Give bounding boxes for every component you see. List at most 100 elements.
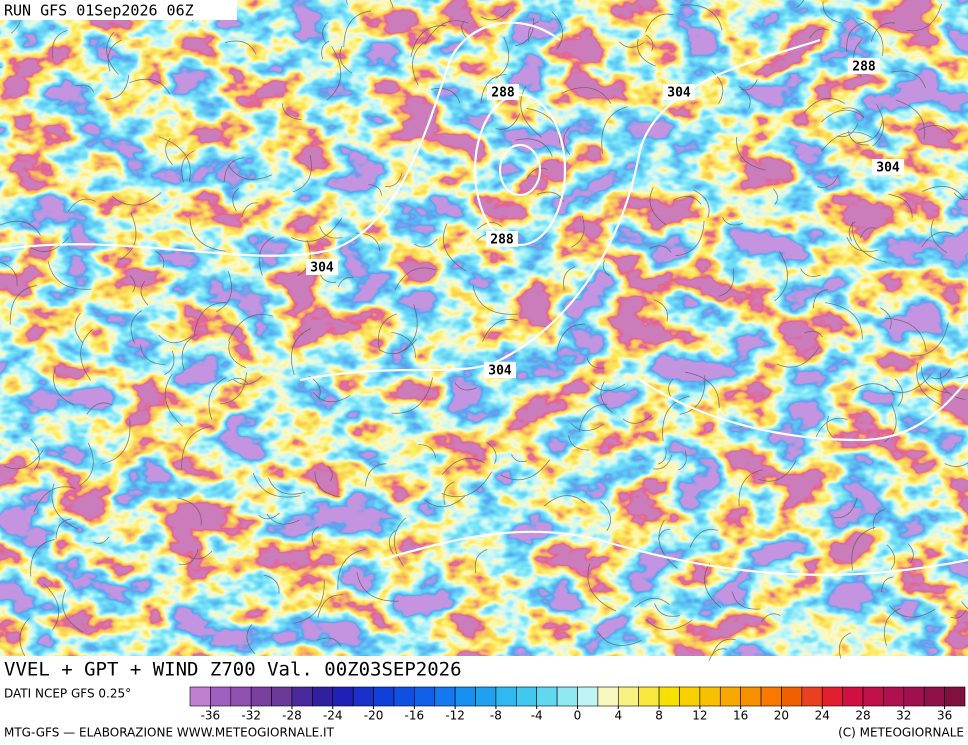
streamline bbox=[120, 212, 137, 261]
streamline bbox=[846, 236, 879, 253]
streamline bbox=[476, 222, 503, 230]
streamline bbox=[474, 549, 488, 574]
streamline bbox=[561, 87, 612, 104]
streamline bbox=[140, 280, 149, 306]
streamline bbox=[917, 125, 954, 136]
streamline bbox=[388, 530, 396, 555]
contour-label: 304 bbox=[310, 261, 334, 276]
streamline bbox=[389, 0, 394, 9]
streamline bbox=[42, 583, 60, 631]
colorbar-swatch bbox=[658, 686, 680, 707]
streamline bbox=[281, 103, 302, 120]
streamline bbox=[293, 579, 325, 624]
streamline bbox=[931, 368, 951, 380]
streamline bbox=[568, 435, 590, 451]
streamline bbox=[645, 34, 654, 52]
streamline bbox=[28, 237, 69, 252]
streamline bbox=[910, 322, 949, 357]
streamline bbox=[740, 79, 758, 91]
streamline bbox=[803, 98, 845, 113]
streamline bbox=[33, 486, 76, 513]
streamline bbox=[86, 402, 113, 415]
streamline bbox=[619, 41, 645, 48]
streamline bbox=[563, 266, 576, 290]
streamline bbox=[326, 46, 342, 101]
streamline bbox=[219, 372, 247, 405]
streamline bbox=[177, 497, 202, 526]
colorbar-swatch bbox=[271, 686, 293, 707]
colorbar-swatch bbox=[679, 686, 701, 707]
streamline bbox=[355, 232, 381, 252]
colorbar-swatch bbox=[332, 686, 354, 707]
colorbar-swatch bbox=[842, 686, 864, 707]
streamline bbox=[9, 285, 37, 325]
streamline bbox=[224, 40, 257, 55]
colorbar-swatch bbox=[760, 686, 782, 707]
footer-left: MTG-GFS — ELABORAZIONE WWW.METEOGIORNALE… bbox=[4, 726, 335, 740]
colorbar-swatch bbox=[617, 686, 639, 707]
colorbar-swatch bbox=[719, 686, 741, 707]
colorbar-tick-label: -12 bbox=[445, 709, 465, 723]
streamline bbox=[872, 104, 884, 147]
streamline bbox=[228, 314, 273, 342]
streamline bbox=[208, 377, 227, 420]
streamline bbox=[74, 312, 83, 343]
streamline bbox=[241, 202, 258, 218]
streamline bbox=[311, 525, 319, 547]
streamline bbox=[495, 36, 510, 79]
colorbar-swatch bbox=[312, 686, 334, 707]
colorbar-swatch bbox=[577, 686, 599, 707]
streamline bbox=[480, 8, 511, 21]
streamline bbox=[704, 562, 722, 609]
streamline bbox=[62, 589, 83, 633]
streamline bbox=[711, 70, 724, 104]
streamline bbox=[916, 362, 946, 408]
streamline bbox=[181, 334, 198, 371]
streamline bbox=[443, 481, 455, 506]
streamline bbox=[317, 637, 342, 647]
colorbar-tick-label: -4 bbox=[531, 709, 543, 723]
colorbar-tick-label: -36 bbox=[201, 709, 221, 723]
streamline bbox=[774, 250, 788, 302]
streamline bbox=[738, 469, 763, 506]
streamline bbox=[851, 221, 888, 263]
streamline bbox=[515, 17, 535, 47]
colorbar-swatch bbox=[210, 686, 232, 707]
colorbar: -36 -32 -28 -24 -20 -16 -12 -8 -4 0 4 8 12 16 20 24 28 32… bbox=[189, 686, 966, 723]
streamline bbox=[47, 261, 92, 290]
contour-label: 288 bbox=[491, 86, 515, 101]
streamline bbox=[851, 526, 876, 571]
streamline bbox=[228, 340, 247, 369]
streamline bbox=[393, 517, 407, 567]
streamline bbox=[645, 618, 693, 630]
streamline bbox=[441, 471, 493, 497]
streamline bbox=[587, 563, 617, 612]
streamline bbox=[600, 501, 612, 532]
streamline bbox=[658, 529, 671, 540]
streamline bbox=[891, 70, 926, 89]
streamline bbox=[602, 259, 610, 277]
colorbar-swatch bbox=[434, 686, 456, 707]
streamline bbox=[527, 21, 539, 42]
colorbar-tick-label: -8 bbox=[490, 709, 502, 723]
streamline bbox=[158, 136, 191, 182]
streamline bbox=[906, 3, 943, 32]
vertical-velocity-field bbox=[0, 0, 968, 656]
streamline bbox=[164, 373, 183, 427]
streamline bbox=[520, 85, 542, 138]
streamline bbox=[800, 267, 821, 277]
colorbar-swatch bbox=[903, 686, 925, 707]
streamline bbox=[731, 591, 761, 610]
colorbar-tick-label: 4 bbox=[614, 709, 622, 723]
streamline bbox=[658, 519, 678, 569]
streamline bbox=[343, 10, 372, 48]
streamline bbox=[544, 495, 586, 507]
colorbar-tick-label: 36 bbox=[937, 709, 952, 723]
streamline bbox=[327, 465, 333, 482]
streamline bbox=[804, 330, 823, 338]
streamline bbox=[51, 483, 79, 530]
streamline bbox=[884, 374, 931, 393]
streamline bbox=[480, 74, 507, 104]
colorbar-swatch bbox=[944, 686, 966, 707]
streamline bbox=[675, 220, 705, 257]
